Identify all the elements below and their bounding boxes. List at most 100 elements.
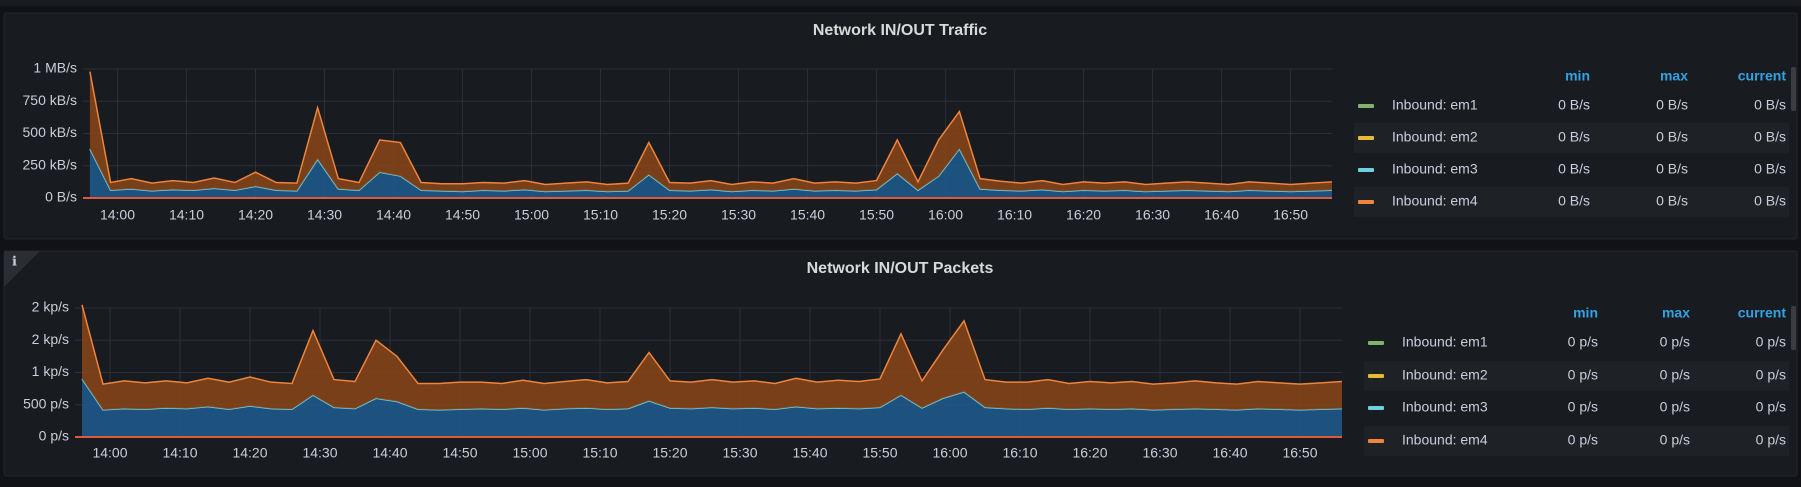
x-tick-label: 15:40 — [790, 207, 825, 223]
x-tick-label: 15:40 — [792, 445, 827, 461]
legend-value: 0 B/s — [1558, 161, 1590, 177]
x-tick-label: 16:50 — [1273, 207, 1308, 223]
legend-row-bg — [1364, 426, 1789, 456]
y-tick-label: 1 kp/s — [32, 363, 69, 379]
x-tick-label: 15:50 — [859, 207, 894, 223]
series-line — [81, 304, 1343, 385]
legend-row-bg — [1364, 361, 1789, 391]
x-tick-label: 14:20 — [232, 445, 267, 461]
legend-value: 0 B/s — [1754, 193, 1786, 209]
legend-value: 0 p/s — [1660, 399, 1690, 415]
x-tick-label: 16:30 — [1142, 445, 1177, 461]
x-tick-label: 16:50 — [1282, 445, 1317, 461]
x-tick-label: 14:00 — [100, 207, 135, 223]
legend-value: 0 B/s — [1656, 193, 1688, 209]
legend-label[interactable]: Inbound: em3 — [1392, 161, 1478, 177]
legend-value: 0 p/s — [1756, 399, 1786, 415]
legend-header: current — [1738, 305, 1787, 321]
x-tick-label: 16:30 — [1135, 207, 1170, 223]
panel-title: Network IN/OUT Packets — [807, 260, 994, 277]
legend-value: 0 B/s — [1656, 97, 1688, 113]
x-tick-label: 16:40 — [1212, 445, 1247, 461]
legend-label[interactable]: Inbound: em1 — [1392, 97, 1478, 113]
x-tick-label: 14:10 — [169, 207, 204, 223]
legend-value: 0 p/s — [1568, 334, 1598, 350]
legend-row-bg — [1354, 187, 1789, 217]
legend-swatch — [1368, 406, 1384, 410]
legend-header: min — [1573, 305, 1598, 321]
scrollbar — [1791, 306, 1796, 350]
x-tick-label: 15:10 — [583, 207, 618, 223]
legend-value: 0 p/s — [1756, 334, 1786, 350]
legend-value: 0 p/s — [1756, 367, 1786, 383]
legend-value: 0 B/s — [1558, 97, 1590, 113]
panel-edge — [0, 0, 1801, 6]
y-tick-label: 750 kB/s — [23, 92, 77, 108]
legend-header: max — [1660, 68, 1688, 84]
legend-value: 0 B/s — [1656, 161, 1688, 177]
legend-value: 0 B/s — [1754, 129, 1786, 145]
y-tick-label: 250 kB/s — [23, 156, 77, 172]
y-tick-label: 1 MB/s — [33, 60, 77, 76]
x-tick-label: 16:20 — [1072, 445, 1107, 461]
x-tick-label: 15:00 — [512, 445, 547, 461]
legend-swatch — [1368, 374, 1384, 378]
area — [89, 71, 1333, 192]
x-tick-label: 16:10 — [1002, 445, 1037, 461]
x-tick-label: 15:20 — [652, 445, 687, 461]
x-tick-label: 15:30 — [721, 207, 756, 223]
legend-value: 0 p/s — [1568, 367, 1598, 383]
legend-header: current — [1738, 68, 1787, 84]
x-tick-label: 15:30 — [722, 445, 757, 461]
area — [82, 304, 1342, 410]
x-tick-label: 14:50 — [442, 445, 477, 461]
legend-swatch — [1368, 341, 1384, 345]
x-tick-label: 14:40 — [376, 207, 411, 223]
x-tick-label: 15:50 — [862, 445, 897, 461]
legend-label[interactable]: Inbound: em2 — [1392, 129, 1478, 145]
x-tick-label: 14:40 — [372, 445, 407, 461]
info-corner[interactable] — [4, 251, 40, 287]
legend-label[interactable]: Inbound: em4 — [1402, 432, 1488, 448]
x-tick-label: 16:10 — [997, 207, 1032, 223]
legend-value: 0 p/s — [1568, 432, 1598, 448]
x-tick-label: 16:00 — [932, 445, 967, 461]
x-tick-label: 14:50 — [445, 207, 480, 223]
y-tick-label: 500 p/s — [23, 395, 69, 411]
legend-label[interactable]: Inbound: em4 — [1392, 193, 1478, 209]
x-tick-label: 15:00 — [514, 207, 549, 223]
x-tick-label: 16:00 — [928, 207, 963, 223]
legend-value: 0 B/s — [1754, 97, 1786, 113]
y-tick-label: 2 kp/s — [32, 331, 69, 347]
area — [89, 148, 1333, 198]
legend-value: 0 p/s — [1756, 432, 1786, 448]
y-tick-label: 2 kp/s — [32, 299, 69, 315]
legend-label[interactable]: Inbound: em2 — [1402, 367, 1488, 383]
legend-swatch — [1358, 168, 1374, 172]
legend-value: 0 B/s — [1558, 129, 1590, 145]
x-tick-label: 14:00 — [92, 445, 127, 461]
panel-title: Network IN/OUT Traffic — [813, 22, 987, 39]
x-tick-label: 16:20 — [1066, 207, 1101, 223]
legend-value: 0 p/s — [1660, 367, 1690, 383]
x-tick-label: 14:30 — [302, 445, 337, 461]
legend-label[interactable]: Inbound: em3 — [1402, 399, 1488, 415]
scrollbar — [1791, 67, 1796, 111]
legend-value: 0 p/s — [1660, 334, 1690, 350]
legend-row-bg — [1354, 123, 1789, 153]
legend-swatch — [1358, 104, 1374, 108]
legend-header: min — [1565, 68, 1590, 84]
legend-value: 0 B/s — [1754, 161, 1786, 177]
x-tick-label: 15:10 — [582, 445, 617, 461]
legend-value: 0 p/s — [1660, 432, 1690, 448]
x-tick-label: 14:30 — [307, 207, 342, 223]
legend-value: 0 B/s — [1656, 129, 1688, 145]
legend-label[interactable]: Inbound: em1 — [1402, 334, 1488, 350]
x-tick-label: 14:10 — [162, 445, 197, 461]
info-icon[interactable]: ℹ — [12, 253, 17, 268]
legend-value: 0 p/s — [1568, 399, 1598, 415]
y-tick-label: 0 p/s — [39, 428, 69, 444]
legend-swatch — [1358, 136, 1374, 140]
legend-swatch — [1358, 200, 1374, 204]
